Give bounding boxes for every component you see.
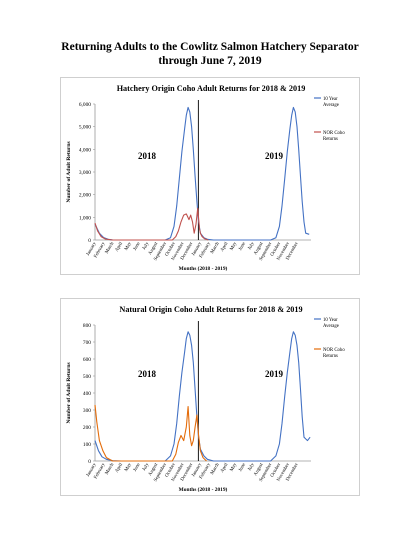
y-axis-label: Number of Adult Returns xyxy=(66,141,72,203)
month-tick-label: March xyxy=(210,241,221,255)
legend-label-line-1: NOR Coho xyxy=(323,131,345,136)
month-tick-label: July xyxy=(247,241,256,251)
month-tick-label: April xyxy=(220,462,230,474)
chart-title: Hatchery Origin Coho Adult Returns for 2… xyxy=(117,84,306,93)
hatchery-origin-chart-svg: Hatchery Origin Coho Adult Returns for 2… xyxy=(66,84,345,272)
y-tick-label: 700 xyxy=(83,340,91,346)
y-tick-label: 200 xyxy=(83,425,91,431)
y-tick-label: 3,000 xyxy=(79,170,91,176)
chart-title: Natural Origin Coho Adult Returns for 20… xyxy=(119,305,302,314)
month-tick-label: August xyxy=(253,462,265,477)
month-tick-label: July xyxy=(142,462,151,472)
month-tick-label: August xyxy=(253,241,265,256)
series-line-nor-coho-returns xyxy=(94,404,207,462)
y-tick-label: 1,000 xyxy=(79,215,91,221)
legend-label-line-1: NOR Coho xyxy=(323,348,345,353)
y-tick-label: 300 xyxy=(83,408,91,414)
hatchery-origin-chart: Hatchery Origin Coho Adult Returns for 2… xyxy=(60,77,360,275)
series-line-ten-year-average xyxy=(94,106,310,241)
y-tick-label: 6,000 xyxy=(79,102,91,108)
y-tick-label: 0 xyxy=(88,459,91,465)
y-tick-label: 0 xyxy=(88,238,91,244)
legend-label-line-2: Average xyxy=(323,103,339,108)
y-tick-label: 4,000 xyxy=(79,147,91,153)
month-tick-label: June xyxy=(133,463,142,473)
year-label-2019: 2019 xyxy=(265,369,284,379)
series-line-nor-coho-returns xyxy=(94,207,209,241)
x-axis-label: Months (2018 - 2019) xyxy=(179,265,228,272)
y-tick-label: 400 xyxy=(83,391,91,397)
year-label-2018: 2018 xyxy=(138,369,157,379)
legend-label-line-1: 10 Year xyxy=(323,318,338,323)
y-tick-label: 500 xyxy=(83,374,91,380)
y-tick-label: 100 xyxy=(83,442,91,448)
month-tick-label: May xyxy=(229,462,238,473)
y-tick-label: 5,000 xyxy=(79,125,91,131)
month-tick-label: June xyxy=(238,463,247,473)
document-title-line-2: through June 7, 2019 xyxy=(158,55,262,67)
month-tick-label: March xyxy=(105,462,116,476)
legend-label-line-2: Average xyxy=(323,324,339,329)
month-tick-label: June xyxy=(133,242,142,252)
year-label-2019: 2019 xyxy=(265,151,284,161)
month-tick-label: May xyxy=(229,241,238,252)
y-tick-label: 800 xyxy=(83,323,91,329)
y-tick-label: 2,000 xyxy=(79,193,91,199)
year-label-2018: 2018 xyxy=(138,151,157,161)
month-tick-label: June xyxy=(238,242,247,252)
series-line-ten-year-average xyxy=(94,331,311,462)
month-tick-label: May xyxy=(124,241,133,252)
legend-label-line-2: Returns xyxy=(323,354,338,359)
natural-origin-chart-svg: Natural Origin Coho Adult Returns for 20… xyxy=(66,305,345,493)
natural-origin-chart: Natural Origin Coho Adult Returns for 20… xyxy=(60,298,360,496)
legend-label-line-2: Returns xyxy=(323,137,338,142)
legend-label-line-1: 10 Year xyxy=(323,97,338,102)
x-axis-label: Months (2018 - 2019) xyxy=(179,486,228,493)
month-tick-label: July xyxy=(247,462,256,472)
month-tick-label: July xyxy=(142,241,151,251)
y-axis-label: Number of Adult Returns xyxy=(66,362,72,424)
month-tick-label: April xyxy=(115,241,125,253)
month-tick-label: April xyxy=(115,462,125,474)
month-tick-label: August xyxy=(148,462,160,477)
month-tick-label: March xyxy=(105,241,116,255)
document-title-line-1: Returning Adults to the Cowlitz Salmon H… xyxy=(61,41,359,53)
y-tick-label: 600 xyxy=(83,357,91,363)
month-tick-label: March xyxy=(210,462,221,476)
month-tick-label: May xyxy=(124,462,133,473)
month-tick-label: April xyxy=(220,241,230,253)
month-tick-label: August xyxy=(148,241,160,256)
